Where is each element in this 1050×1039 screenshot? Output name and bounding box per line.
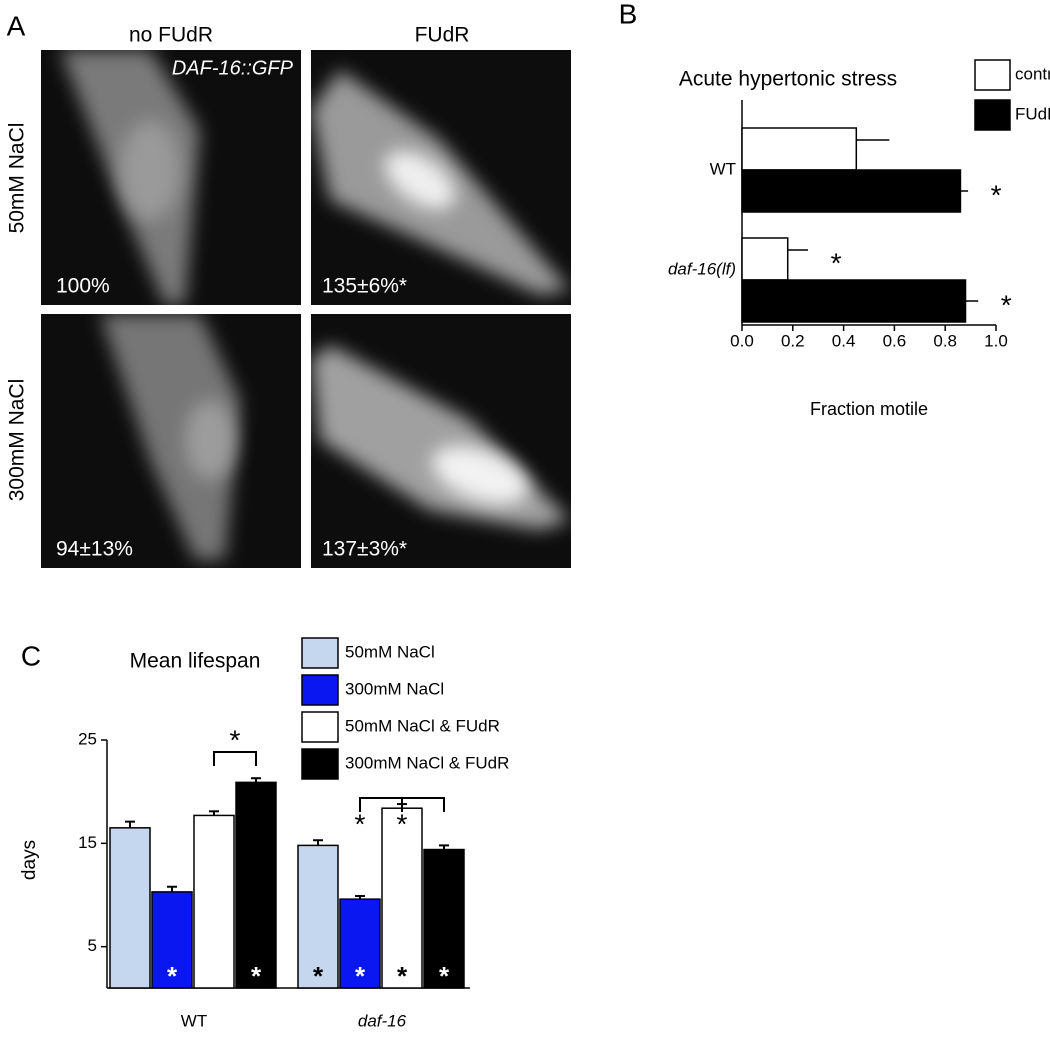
legend-swatch [301, 674, 339, 706]
image-label: 94±13% [56, 538, 133, 561]
significance-marker: * [167, 961, 178, 991]
image-label: 100% [56, 275, 110, 298]
bar [109, 827, 151, 989]
row-title: 50mM NaCl [6, 123, 29, 234]
bar [741, 279, 967, 323]
legend-label: 50mM NaCl [345, 642, 435, 661]
micrograph [311, 314, 571, 568]
micrograph [41, 50, 301, 305]
x-tick-label: 0.4 [832, 331, 856, 350]
x-tick-label: 1.0 [984, 331, 1008, 350]
significance-marker: * [313, 961, 324, 991]
panel-label: C [21, 640, 41, 671]
legend-label: 50mM NaCl & FUdR [345, 716, 500, 735]
significance-marker: * [355, 961, 366, 991]
bar [423, 848, 465, 989]
image-label: 135±6%* [322, 275, 407, 298]
significance-marker: * [230, 724, 241, 755]
significance-marker: * [991, 179, 1002, 210]
significance-marker: * [355, 808, 366, 839]
significance-marker: * [831, 247, 842, 278]
legend-swatch [974, 59, 1011, 91]
x-tick-label: 0.2 [781, 331, 805, 350]
bar [741, 169, 962, 213]
panel-label: A [7, 10, 26, 41]
category-label: daf-16(lf) [668, 259, 736, 278]
x-tick-label: daf-16 [358, 1011, 407, 1030]
x-tick-label: 0.0 [730, 331, 754, 350]
legend-label: 300mM NaCl & FUdR [345, 753, 509, 772]
row-title: 300mM NaCl [6, 379, 29, 502]
legend-swatch [974, 99, 1011, 131]
legend-label: 300mM NaCl [345, 679, 444, 698]
micrograph [311, 50, 571, 305]
image-label: 137±3%* [322, 538, 407, 561]
x-tick-label: 0.6 [883, 331, 907, 350]
category-label: WT [710, 159, 736, 178]
significance-marker: * [397, 808, 408, 839]
column-title: FUdR [415, 24, 470, 47]
legend-label: FUdR [1015, 104, 1050, 123]
chart-title: Mean lifespan [130, 650, 261, 673]
panel-label: B [619, 0, 638, 29]
bar [193, 814, 235, 989]
bar [297, 844, 339, 989]
y-tick-label: 25 [78, 729, 97, 748]
legend-swatch [301, 637, 339, 669]
micrograph [41, 314, 301, 568]
column-title: no FUdR [129, 24, 213, 47]
bar [151, 891, 193, 989]
legend-swatch [301, 748, 339, 780]
significance-marker: * [397, 961, 408, 991]
bracket [359, 797, 445, 812]
x-tick-label: WT [181, 1011, 207, 1030]
bar [235, 781, 277, 989]
x-tick-label: 0.8 [933, 331, 957, 350]
bracket [213, 751, 257, 766]
bar [741, 237, 789, 281]
bar [381, 807, 423, 989]
y-axis-label: days [19, 840, 40, 880]
chart-title: Acute hypertonic stress [679, 68, 897, 91]
legend-swatch [301, 711, 339, 743]
reporter-label: DAF-16::GFP [172, 57, 294, 79]
bar [741, 127, 858, 171]
significance-marker: * [251, 961, 262, 991]
y-tick-label: 5 [88, 936, 97, 955]
x-axis-label: Fraction motile [810, 399, 928, 419]
bar [339, 898, 381, 989]
legend-label: control [1015, 64, 1050, 83]
significance-marker: * [1001, 289, 1012, 320]
y-tick-label: 15 [78, 833, 97, 852]
significance-marker: * [439, 961, 450, 991]
